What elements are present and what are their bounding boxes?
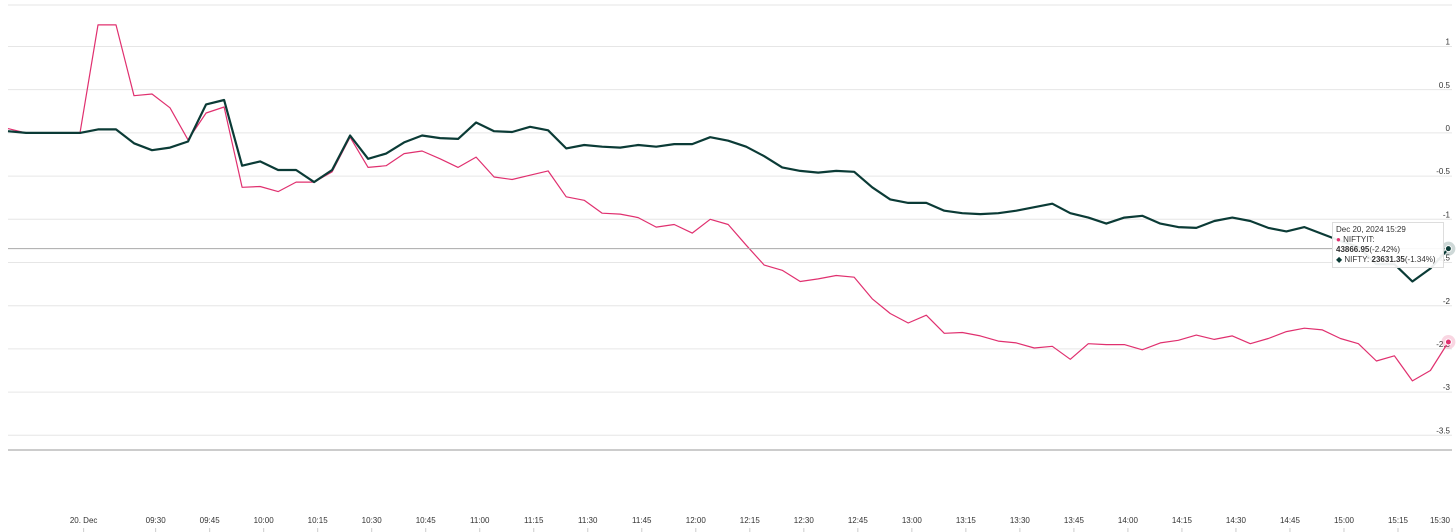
x-tick-label: 11:30 — [578, 516, 598, 525]
hover-marker — [1444, 245, 1452, 253]
x-tick-label: 10:15 — [308, 516, 329, 525]
x-tick-label: 15:00 — [1334, 516, 1355, 525]
x-tick-label: 13:15 — [956, 516, 977, 525]
x-tick-label: 14:45 — [1280, 516, 1301, 525]
x-tick-label: 12:00 — [686, 516, 707, 525]
y-tick-label: 0 — [1446, 124, 1451, 133]
x-tick-label: 13:00 — [902, 516, 923, 525]
x-tick-label: 11:00 — [470, 516, 490, 525]
x-tick-label: 12:45 — [848, 516, 869, 525]
y-tick-label: -0.5 — [1436, 167, 1450, 176]
tooltip-change: (-1.34%) — [1404, 255, 1436, 264]
x-tick-label: 13:30 — [1010, 516, 1031, 525]
x-tick-label: 20. Dec — [70, 516, 98, 525]
dot: ● — [1336, 235, 1341, 244]
tooltip-row: ● NIFTYIT: 43866.95(-2.42%) — [1336, 235, 1440, 255]
x-tick-label: 11:45 — [632, 516, 652, 525]
dot: ◆ — [1336, 255, 1343, 264]
x-tick-label: 10:00 — [254, 516, 275, 525]
x-tick-label: 15:30 — [1430, 516, 1451, 525]
x-tick-label: 10:45 — [416, 516, 437, 525]
y-tick-label: -3.5 — [1436, 426, 1450, 435]
x-tick-label: 13:45 — [1064, 516, 1085, 525]
x-tick-label: 09:30 — [146, 516, 167, 525]
y-tick-label: -1 — [1443, 210, 1451, 219]
x-tick-label: 12:15 — [740, 516, 761, 525]
tooltip-change: (-2.42%) — [1369, 245, 1401, 254]
x-tick-label: 12:30 — [794, 516, 815, 525]
x-tick-label: 10:30 — [362, 516, 383, 525]
tooltip-label: NIFTY: — [1344, 255, 1370, 264]
x-tick-label: 11:15 — [524, 516, 544, 525]
x-tick-label: 14:15 — [1172, 516, 1193, 525]
y-tick-label: 0.5 — [1439, 81, 1451, 90]
x-tick-label: 09:45 — [200, 516, 221, 525]
x-tick-label: 14:00 — [1118, 516, 1139, 525]
x-tick-label: 14:30 — [1226, 516, 1247, 525]
tooltip-row: ◆ NIFTY: 23631.35(-1.34%) — [1336, 255, 1440, 265]
series-line — [7, 24, 1449, 382]
tooltip-price: 23631.35 — [1371, 255, 1405, 264]
tooltip-price: 43866.95 — [1336, 245, 1370, 254]
y-tick-label: -3 — [1443, 383, 1451, 392]
series-line — [7, 98, 1450, 283]
y-tick-label: -2.5 — [1436, 340, 1450, 349]
y-tick-label: 1 — [1446, 38, 1451, 47]
tooltip-label: NIFTYIT: — [1343, 235, 1375, 244]
tooltip-date: Dec 20, 2024 15:29 — [1336, 225, 1406, 234]
y-tick-label: -2 — [1443, 297, 1451, 306]
tooltip: Dec 20, 2024 15:29 ● NIFTYIT: 43866.95(-… — [1332, 222, 1444, 268]
x-tick-label: 15:15 — [1388, 516, 1409, 525]
hover-marker — [1444, 338, 1452, 346]
